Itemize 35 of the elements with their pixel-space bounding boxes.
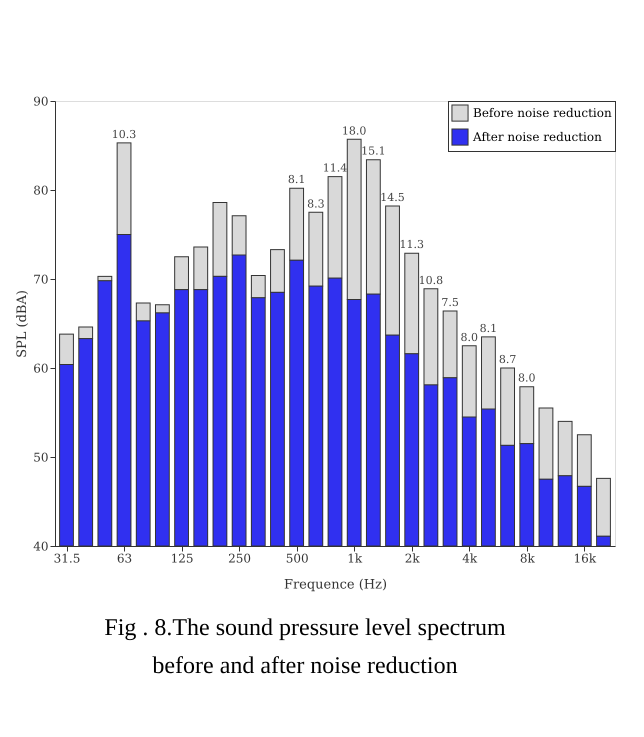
data-label: 10.3 <box>112 128 136 141</box>
data-label: 8.1 <box>288 173 306 186</box>
y-tick-label: 50 <box>33 450 48 464</box>
y-tick-label: 80 <box>33 184 48 198</box>
y-tick-label: 90 <box>33 94 48 108</box>
data-label: 11.4 <box>322 162 348 175</box>
data-label: 7.5 <box>441 296 459 310</box>
data-label: 8.1 <box>480 322 498 335</box>
data-label: 18.0 <box>342 124 366 138</box>
y-axis-title: SPL (dBA) <box>15 290 30 358</box>
data-label: 8.3 <box>307 197 325 210</box>
x-tick-label: 63 <box>116 552 132 566</box>
x-tick-label: 31.5 <box>54 552 80 566</box>
data-label: 10.8 <box>418 274 444 287</box>
x-tick-label: 4k <box>462 552 478 566</box>
annotation: 8.0 <box>518 372 536 385</box>
x-tick-label: 125 <box>170 552 194 566</box>
legend-label: Before noise reduction <box>473 106 612 120</box>
x-tick-label: 2k <box>404 552 420 566</box>
y-tick-label: 40 <box>33 540 48 554</box>
x-tick-label: 500 <box>286 552 309 566</box>
x-tick-label: 250 <box>228 552 252 566</box>
legend-label: After noise reduction <box>472 130 602 144</box>
x-tick-label: 1k <box>347 552 363 566</box>
data-label: 15.1 <box>361 144 386 158</box>
data-label: 8.0 <box>460 330 478 344</box>
data-label: 14.5 <box>380 191 405 204</box>
x-tick-label: 8k <box>520 552 536 566</box>
x-tick-label: 16k <box>574 552 597 566</box>
y-tick-label: 60 <box>33 362 48 376</box>
x-axis-title: Frequence (Hz) <box>284 578 388 592</box>
text: Fig . 8.The sound pressure level spectrum before and after noise reduction <box>104 615 506 679</box>
y-tick-label: 70 <box>33 272 48 286</box>
data-label: 11.3 <box>399 238 424 252</box>
data-label: 8.7 <box>498 353 516 366</box>
